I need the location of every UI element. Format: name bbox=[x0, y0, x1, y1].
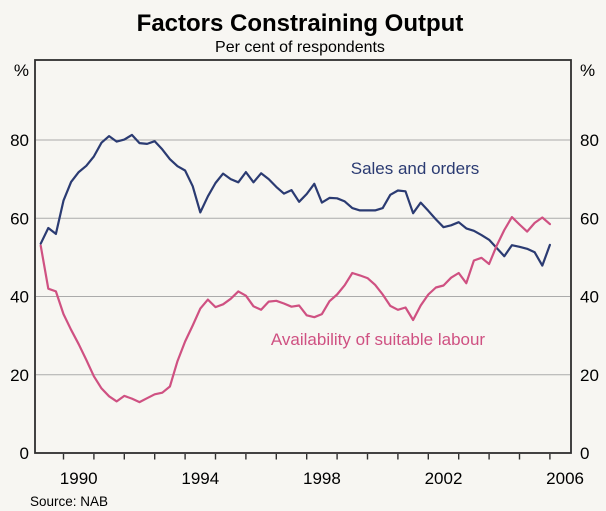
y-tick-label-right-40: 40 bbox=[580, 288, 599, 307]
y-tick-label-right-0: 0 bbox=[580, 444, 589, 463]
x-tick-label-1994: 1994 bbox=[181, 469, 219, 488]
x-tick-label-2006: 2006 bbox=[546, 469, 584, 488]
series-line-availability-of-suitable-labour bbox=[39, 216, 552, 404]
plot-frame bbox=[34, 59, 572, 454]
x-tick-label-1990: 1990 bbox=[60, 469, 98, 488]
x-tick-label-1998: 1998 bbox=[303, 469, 341, 488]
x-tick-label-2002: 2002 bbox=[425, 469, 463, 488]
y-tick-label-right-80: 80 bbox=[580, 131, 599, 150]
series-layer bbox=[39, 133, 552, 404]
series-label-sales-and-orders: Sales and orders bbox=[351, 159, 480, 178]
chart-title: Factors Constraining Output bbox=[137, 10, 464, 37]
y-tick-label-right-20: 20 bbox=[580, 366, 599, 385]
chart-subtitle: Per cent of respondents bbox=[215, 39, 385, 56]
y-tick-label-right-60: 60 bbox=[580, 209, 599, 228]
series-label-availability-of-suitable-labour: Availability of suitable labour bbox=[271, 330, 486, 349]
axes-layer: 1990 1994 1998 2002 2006 0 0 20 20 40 40 60 60 80 80 bbox=[10, 59, 599, 488]
y-tick-label-left-0: 0 bbox=[20, 444, 29, 463]
y-tick-label-left-80: 80 bbox=[10, 131, 29, 150]
y-axis-unit-left: % bbox=[14, 61, 29, 80]
y-tick-label-left-20: 20 bbox=[10, 366, 29, 385]
y-tick-label-left-40: 40 bbox=[10, 288, 29, 307]
series-line-sales-and-orders bbox=[39, 133, 552, 267]
source-note: Source: NAB bbox=[30, 494, 108, 509]
y-axis-unit-right: % bbox=[580, 61, 595, 80]
y-tick-label-left-60: 60 bbox=[10, 209, 29, 228]
